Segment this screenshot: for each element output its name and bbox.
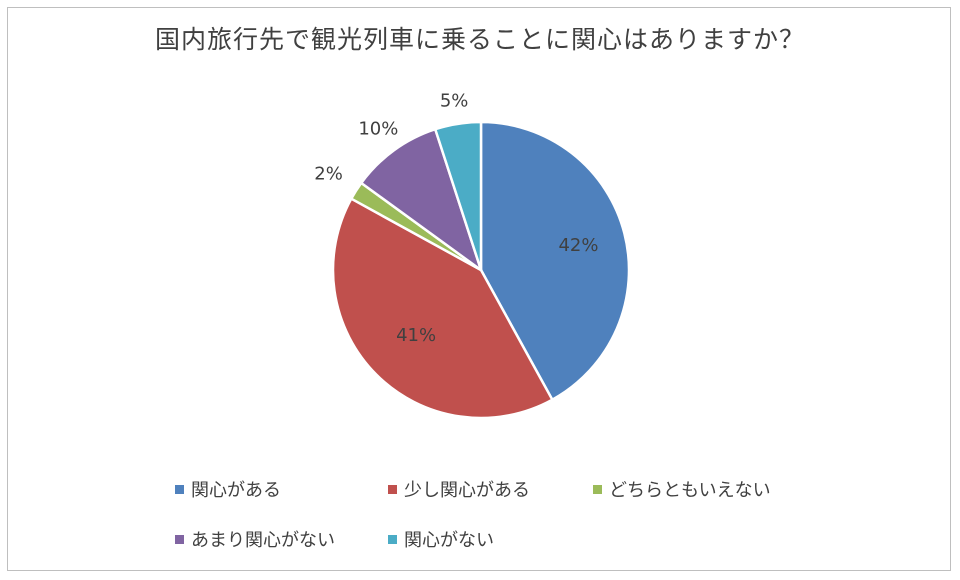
pie-slice <box>360 127 483 272</box>
pie-slice <box>434 120 483 272</box>
legend-swatch <box>388 534 397 544</box>
legend-label: 関心がない <box>404 530 494 551</box>
legend-item-kanshin-ga-nai: 関心がない <box>388 528 494 554</box>
legend-item-sukoshi-kanshin-ga-aru: 少し関心がある <box>388 478 530 504</box>
pie-slice <box>331 197 554 420</box>
legend-item-kanshin-ga-aru: 関心がある <box>175 478 281 504</box>
slice-data-label: 41% <box>396 325 436 346</box>
legend-label: どちらともいえない <box>609 480 771 501</box>
legend-label: 関心がある <box>191 480 281 501</box>
slice-data-label: 42% <box>558 235 598 256</box>
slice-data-label: 2% <box>314 163 343 184</box>
legend-swatch <box>388 484 397 494</box>
legend-swatch <box>593 484 602 494</box>
legend-swatch <box>175 534 184 544</box>
chart-title: 国内旅行先で観光列車に乗ることに関心はありますか？ <box>154 25 805 54</box>
legend-label: 少し関心がある <box>404 480 530 501</box>
legend-item-amari-kanshin-ga-nai: あまり関心がない <box>175 528 335 554</box>
legend-label: あまり関心がない <box>191 530 335 551</box>
slice-data-label: 5% <box>440 90 469 111</box>
legend-swatch <box>175 484 184 494</box>
slice-data-label: 10% <box>358 119 398 140</box>
legend-item-dochira-tomo-ienai: どちらともいえない <box>593 478 771 504</box>
pie-slice <box>479 120 631 401</box>
